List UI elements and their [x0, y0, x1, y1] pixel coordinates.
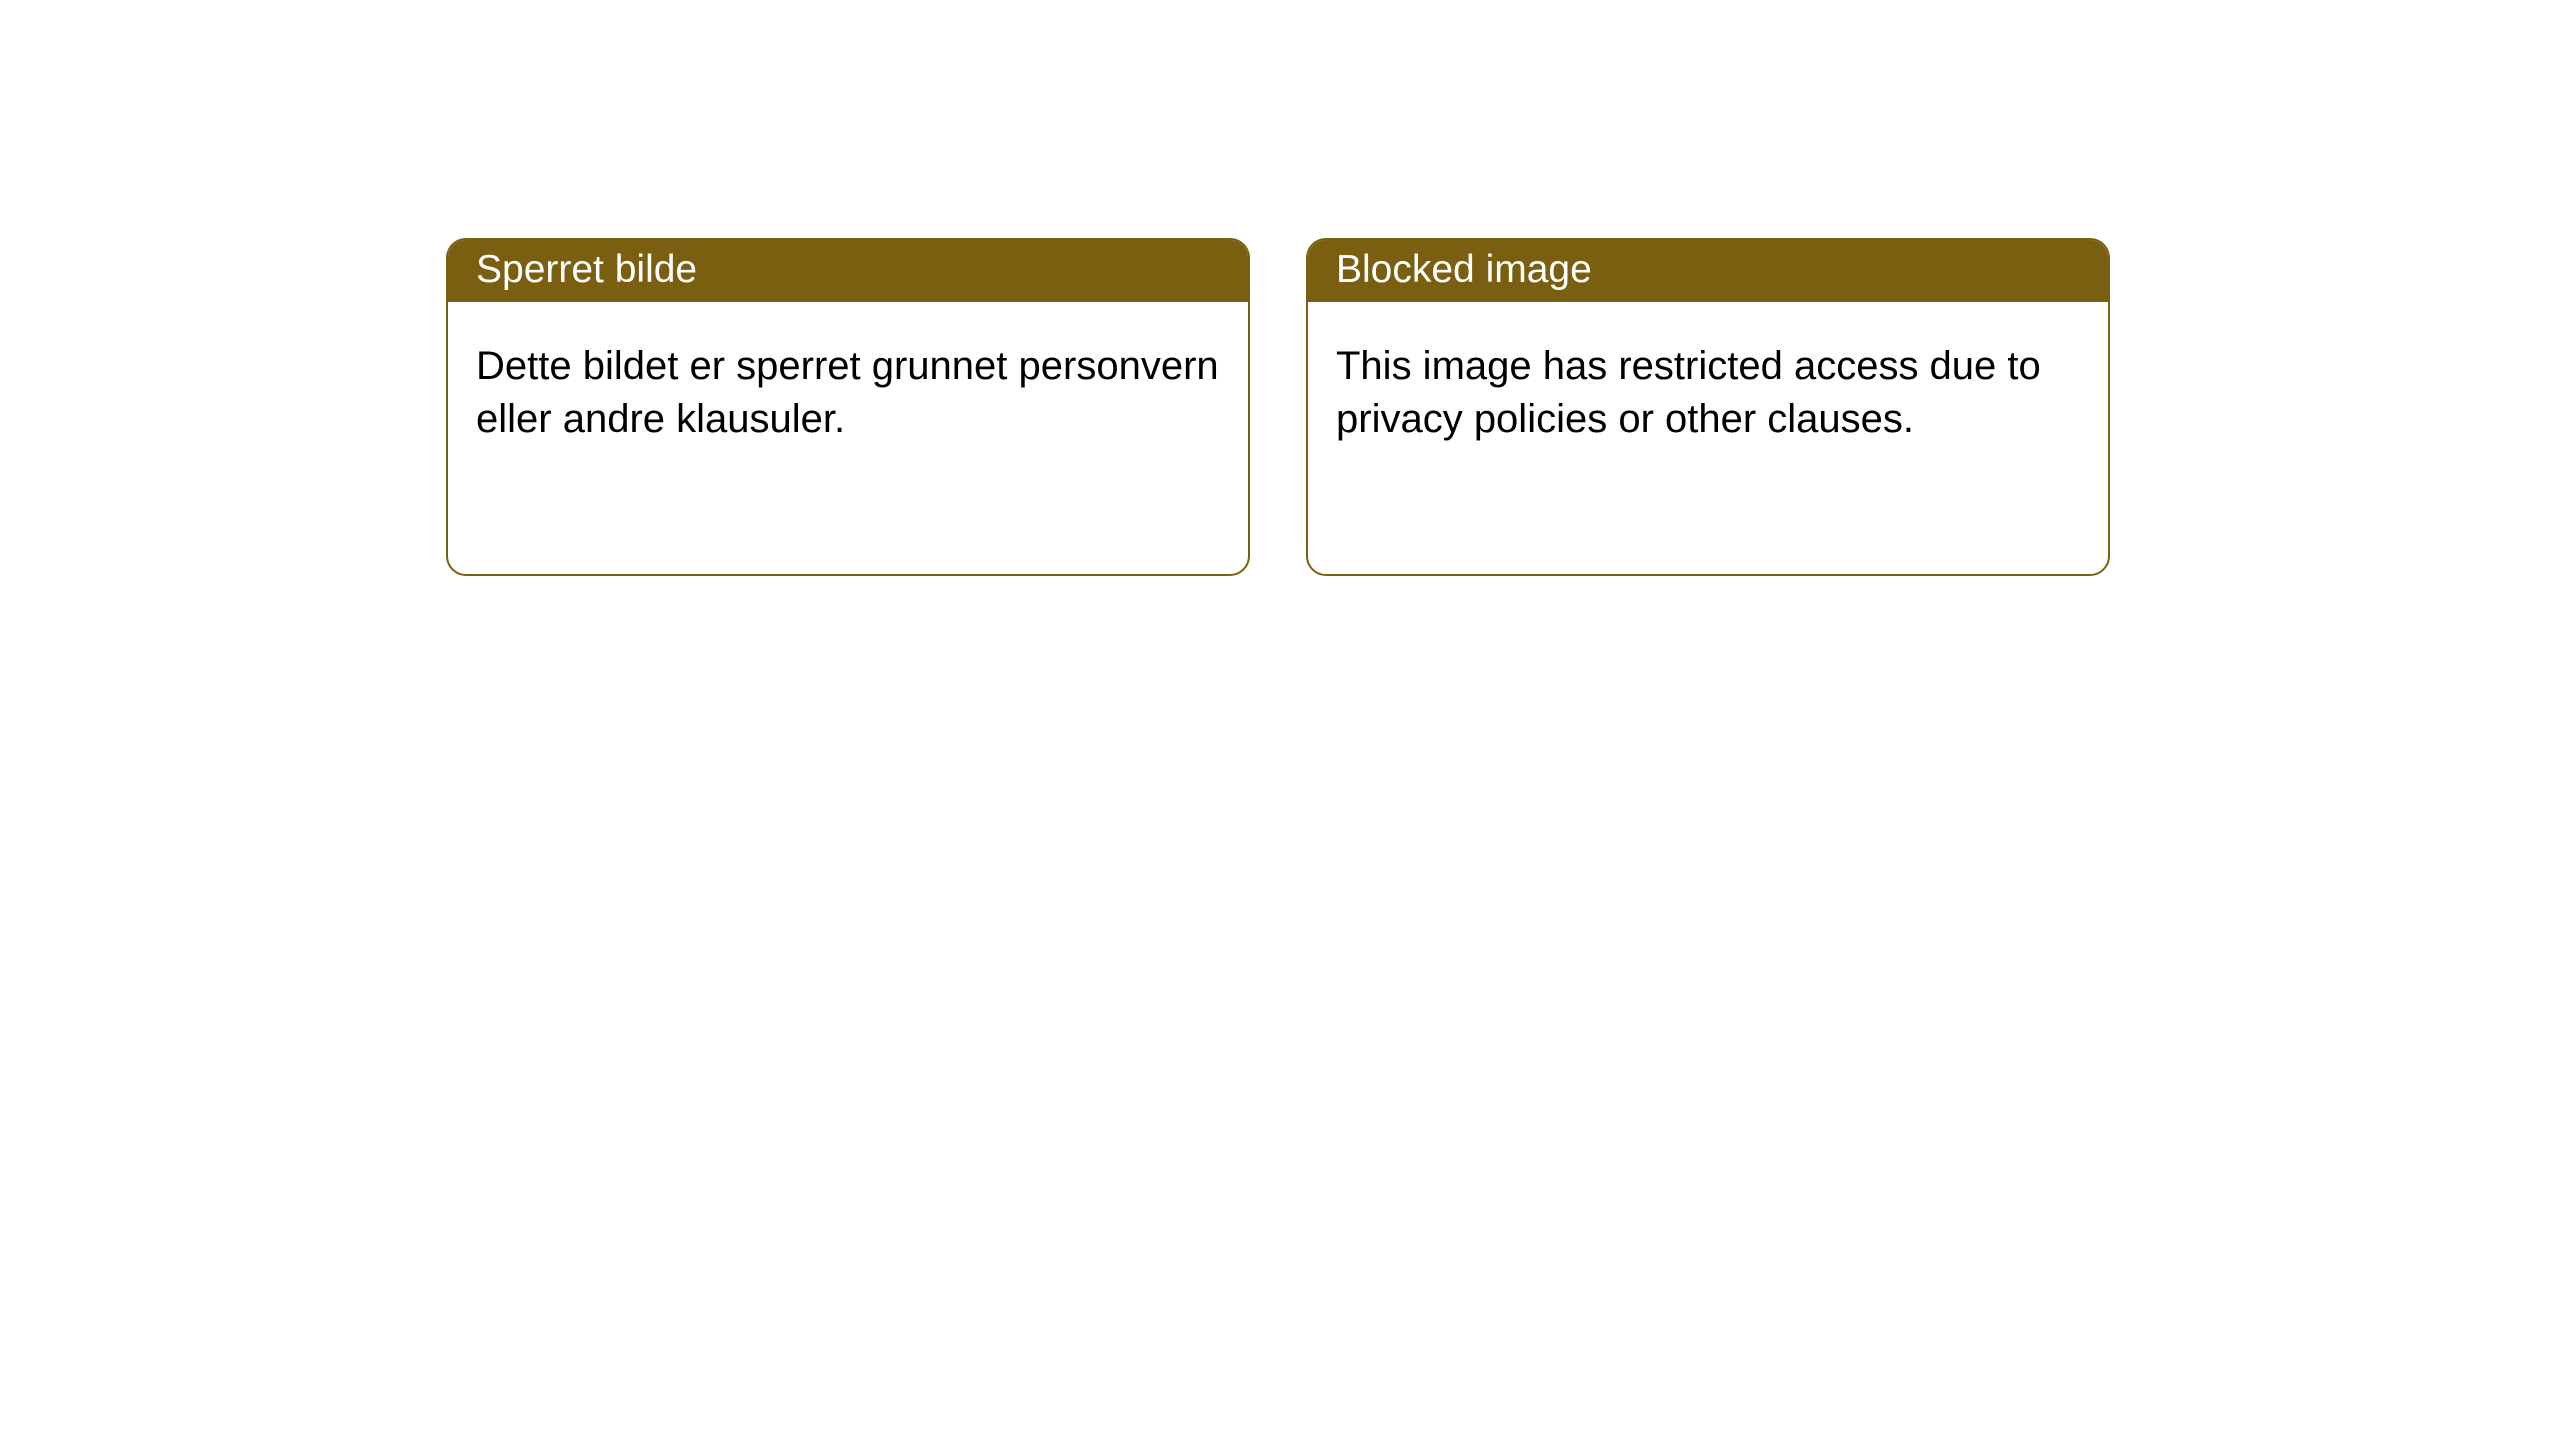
card-header-english: Blocked image	[1308, 240, 2108, 302]
card-body-norwegian: Dette bildet er sperret grunnet personve…	[448, 302, 1248, 474]
card-body-text: Dette bildet er sperret grunnet personve…	[476, 344, 1219, 441]
card-body-english: This image has restricted access due to …	[1308, 302, 2108, 474]
card-header-norwegian: Sperret bilde	[448, 240, 1248, 302]
blocked-image-card-norwegian: Sperret bilde Dette bildet er sperret gr…	[446, 238, 1250, 576]
notice-container: Sperret bilde Dette bildet er sperret gr…	[0, 0, 2560, 576]
blocked-image-card-english: Blocked image This image has restricted …	[1306, 238, 2110, 576]
card-header-text: Blocked image	[1336, 248, 1592, 291]
card-body-text: This image has restricted access due to …	[1336, 344, 2041, 441]
card-header-text: Sperret bilde	[476, 248, 697, 291]
